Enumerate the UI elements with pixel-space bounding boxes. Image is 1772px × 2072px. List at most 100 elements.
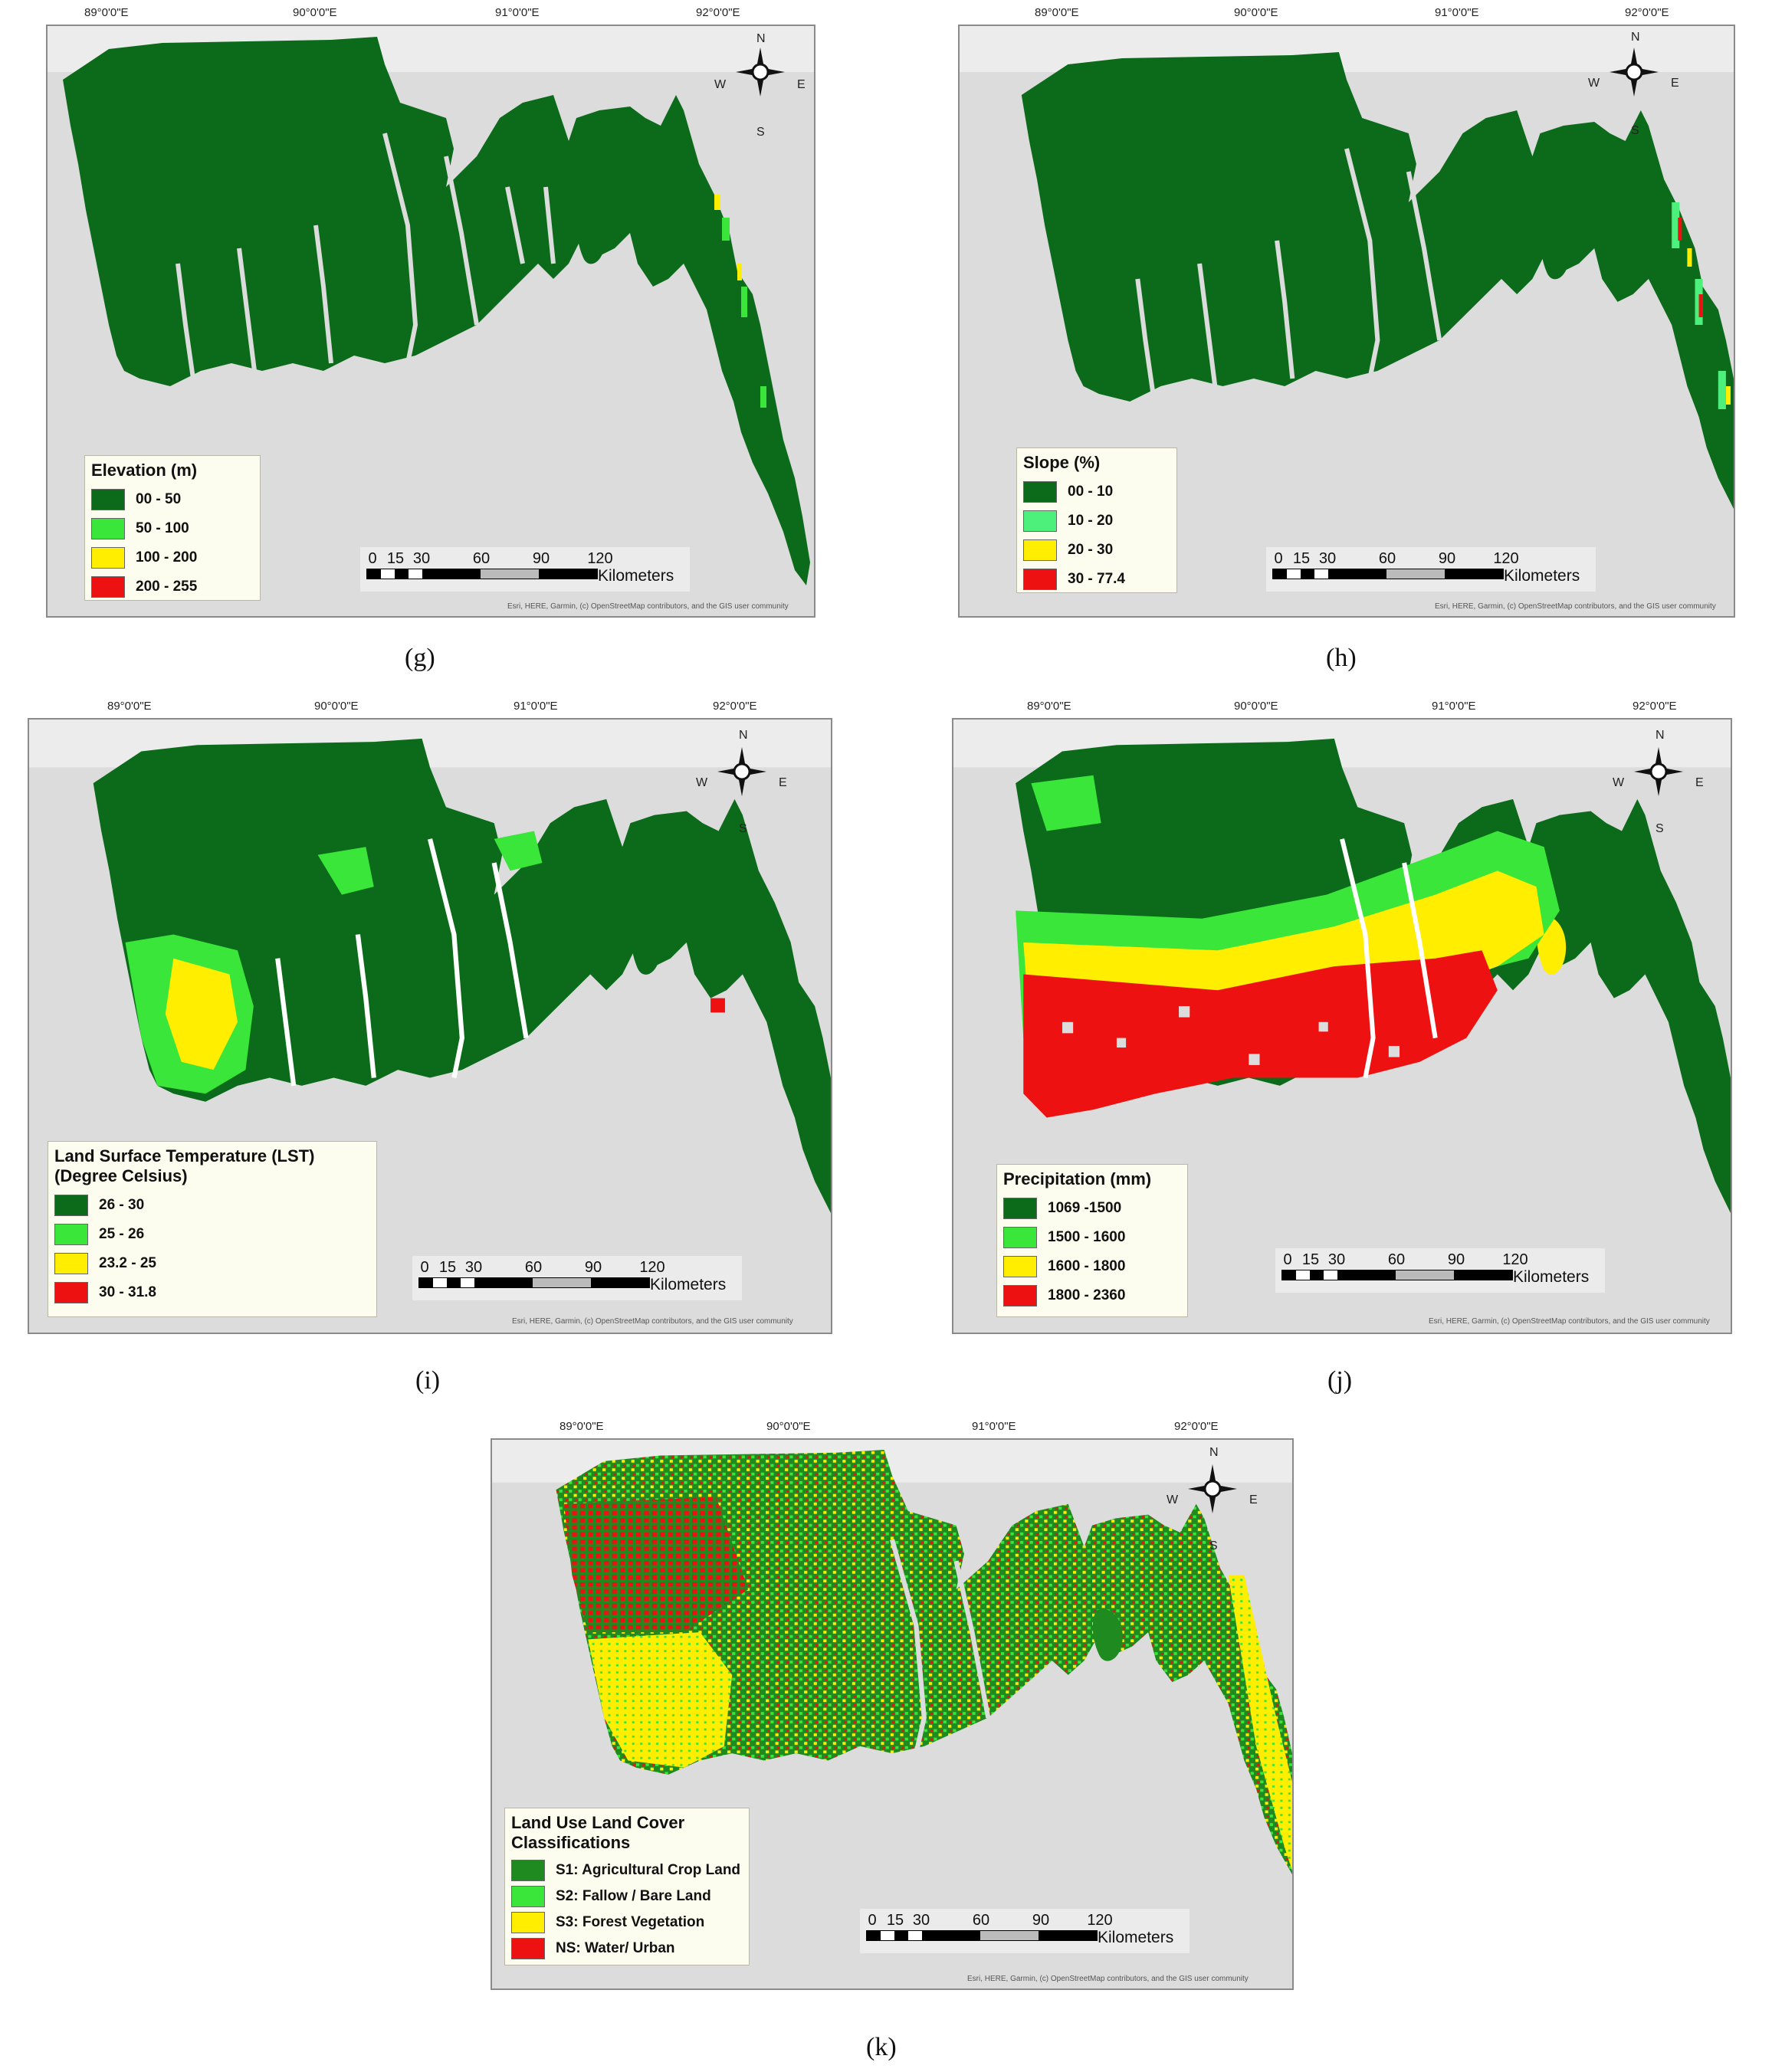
lon-label: 89°0'0"E: [559, 1420, 604, 1433]
legend-item: 1069 -1500: [1003, 1194, 1180, 1223]
scale-bar: 0 15 30 60 90 120 Kilometers: [360, 547, 690, 592]
map-panel-g: 89°0'0"E 90°0'0"E 91°0'0"E 92°0'0"E: [46, 0, 828, 674]
legend-title: Precipitation (mm): [1003, 1169, 1152, 1188]
legend-item: S3: Forest Vegetation: [511, 1910, 741, 1936]
lon-label: 90°0'0"E: [766, 1420, 811, 1433]
legend-item: NS: Water/ Urban: [511, 1936, 741, 1962]
compass-s: S: [739, 822, 747, 835]
compass-rose-icon: [717, 747, 766, 796]
legend-title: Land Surface Temperature (LST) (Degree C…: [54, 1146, 315, 1185]
compass-e: E: [1671, 77, 1679, 90]
legend-item: 20 - 30: [1023, 536, 1169, 565]
legend-item: 1500 - 1600: [1003, 1223, 1180, 1252]
legend-item: 30 - 77.4: [1023, 565, 1169, 594]
legend-item: 25 - 26: [54, 1220, 369, 1249]
scale-bar: 0 15 30 60 90 120 Kilometers: [1266, 547, 1596, 592]
lon-label: 90°0'0"E: [1234, 700, 1278, 713]
legend-item: 1800 - 2360: [1003, 1281, 1180, 1310]
legend-item: 100 - 200: [91, 543, 252, 572]
lon-label: 91°0'0"E: [1435, 6, 1479, 19]
compass-w: W: [696, 776, 708, 789]
lon-label: 89°0'0"E: [84, 6, 129, 19]
panel-caption: (h): [1326, 644, 1357, 672]
map-panel-i: 89°0'0"E 90°0'0"E 91°0'0"E 92°0'0"E: [23, 693, 851, 1395]
legend-item: S1: Agricultural Crop Land: [511, 1857, 741, 1883]
legend-item: S2: Fallow / Bare Land: [511, 1883, 741, 1910]
compass-n: N: [756, 32, 766, 45]
scale-bar: 0 15 30 60 90 120 Kilometers: [860, 1909, 1190, 1953]
legend-item: 23.2 - 25: [54, 1249, 369, 1278]
map-panel-k: 89°0'0"E 90°0'0"E 91°0'0"E 92°0'0"E: [475, 1414, 1303, 2065]
compass-s: S: [1209, 1539, 1218, 1552]
compass-s: S: [1631, 124, 1639, 137]
legend-item: 200 - 255: [91, 572, 252, 602]
compass-n: N: [1656, 729, 1665, 742]
compass-rose-icon: [1610, 48, 1659, 97]
lon-label: 90°0'0"E: [314, 700, 359, 713]
legend-item: 10 - 20: [1023, 507, 1169, 536]
lon-label: 92°0'0"E: [696, 6, 740, 19]
compass-s: S: [756, 126, 765, 139]
compass-e: E: [797, 78, 806, 91]
lon-label: 92°0'0"E: [1633, 700, 1677, 713]
map-canvas: [953, 720, 1731, 1333]
lon-label: 90°0'0"E: [1234, 6, 1278, 19]
panel-caption: (j): [1327, 1366, 1353, 1395]
map-panel-h: 89°0'0"E 90°0'0"E 91°0'0"E 92°0'0"E: [958, 0, 1770, 674]
compass-rose-icon: [736, 48, 785, 97]
lon-label: 89°0'0"E: [1027, 700, 1071, 713]
legend-item: 30 - 31.8: [54, 1278, 369, 1307]
legend: Precipitation (mm) 1069 -1500 1500 - 160…: [996, 1164, 1188, 1317]
legend-title: Elevation (m): [91, 461, 198, 480]
lon-label: 90°0'0"E: [293, 6, 337, 19]
map-frame: N S W E Elevation (m) 00 - 50 50 - 100 1…: [46, 25, 815, 618]
map-frame: N S W E Land Use Land Cover Classificati…: [491, 1438, 1294, 1990]
compass-n: N: [1631, 31, 1640, 44]
legend-item: 00 - 50: [91, 485, 252, 514]
attribution-text: Esri, HERE, Garmin, (c) OpenStreetMap co…: [967, 1975, 1249, 1983]
legend-item: 50 - 100: [91, 514, 252, 543]
lon-label: 91°0'0"E: [972, 1420, 1016, 1433]
legend: Land Use Land Cover Classifications S1: …: [504, 1808, 750, 1965]
map-frame: N S W E Slope (%) 00 - 10 10 - 20 20 - 3…: [958, 25, 1735, 618]
map-frame: N S W E Land Surface Temperature (LST) (…: [28, 718, 832, 1334]
attribution-text: Esri, HERE, Garmin, (c) OpenStreetMap co…: [507, 602, 789, 611]
attribution-text: Esri, HERE, Garmin, (c) OpenStreetMap co…: [512, 1317, 793, 1326]
legend-item: 26 - 30: [54, 1191, 369, 1220]
compass-e: E: [1695, 776, 1704, 789]
attribution-text: Esri, HERE, Garmin, (c) OpenStreetMap co…: [1435, 602, 1716, 611]
attribution-text: Esri, HERE, Garmin, (c) OpenStreetMap co…: [1429, 1317, 1710, 1326]
map-panel-j: 89°0'0"E 90°0'0"E 91°0'0"E 92°0'0"E: [950, 693, 1770, 1395]
panel-caption: (k): [866, 2033, 897, 2061]
legend: Land Surface Temperature (LST) (Degree C…: [48, 1141, 377, 1317]
lon-label: 92°0'0"E: [1174, 1420, 1219, 1433]
lon-label: 91°0'0"E: [495, 6, 540, 19]
lon-label: 92°0'0"E: [1625, 6, 1669, 19]
scale-bar: 0 15 30 60 90 120 Kilometers: [1275, 1248, 1605, 1293]
compass-rose-icon: [1188, 1464, 1237, 1513]
legend: Elevation (m) 00 - 50 50 - 100 100 - 200…: [84, 455, 261, 601]
compass-e: E: [779, 776, 787, 789]
compass-n: N: [1209, 1446, 1219, 1459]
panel-caption: (i): [415, 1366, 441, 1395]
lon-label: 91°0'0"E: [1432, 700, 1476, 713]
lon-label: 89°0'0"E: [107, 700, 152, 713]
legend-title: Slope (%): [1023, 453, 1101, 472]
compass-n: N: [739, 729, 748, 742]
compass-w: W: [714, 78, 727, 91]
compass-rose-icon: [1634, 747, 1683, 796]
compass-w: W: [1588, 77, 1600, 90]
map-frame: N S W E Precipitation (mm) 1069 -1500 15…: [952, 718, 1732, 1334]
panel-caption: (g): [405, 644, 435, 672]
compass-w: W: [1167, 1493, 1179, 1506]
lon-label: 91°0'0"E: [514, 700, 558, 713]
compass-e: E: [1249, 1493, 1258, 1506]
lon-label: 89°0'0"E: [1035, 6, 1079, 19]
legend: Slope (%) 00 - 10 10 - 20 20 - 30 30 - 7…: [1016, 448, 1177, 593]
scale-bar: 0 15 30 60 90 120 Kilometers: [412, 1256, 742, 1300]
legend-title: Land Use Land Cover Classifications: [511, 1813, 685, 1852]
legend-item: 00 - 10: [1023, 477, 1169, 507]
legend-item: 1600 - 1800: [1003, 1252, 1180, 1281]
compass-w: W: [1613, 776, 1625, 789]
lon-label: 92°0'0"E: [713, 700, 757, 713]
